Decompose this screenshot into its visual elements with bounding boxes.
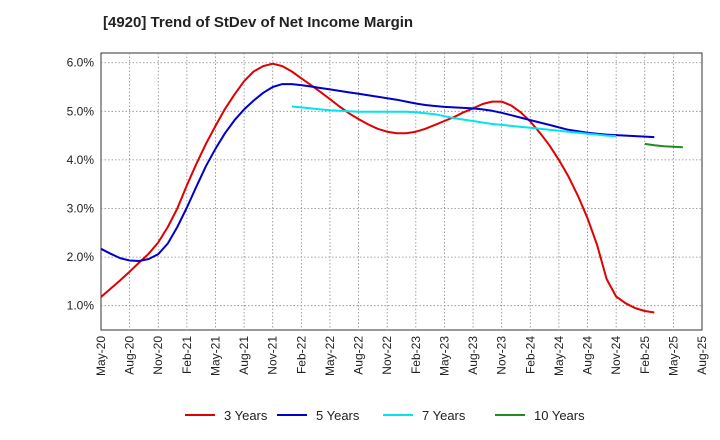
series-line-10-years: [644, 142, 683, 149]
x-tick-label: Feb-21: [180, 336, 194, 374]
x-tick-label: Nov-24: [609, 336, 623, 375]
x-tick-label: Aug-25: [695, 336, 709, 375]
x-tick-label: May-24: [552, 336, 566, 376]
x-tick-label: Aug-20: [123, 336, 137, 375]
series-layer: [100, 62, 683, 314]
x-tick-label: May-21: [208, 336, 222, 376]
x-axis-ticks: May-20 Aug-20 Nov-20 Feb-21 May-21 Aug-21 Nov-…: [94, 336, 709, 376]
x-tick-label: Aug-22: [352, 336, 366, 375]
legend-label-7-years: 7 Years: [422, 408, 466, 423]
x-tick-label: Aug-21: [237, 336, 251, 375]
x-tick-label: Aug-24: [581, 336, 595, 375]
series-line-5-years: [100, 83, 655, 262]
y-tick-label: 3.0%: [67, 202, 95, 216]
y-tick-label: 1.0%: [67, 299, 95, 313]
legend: 3 Years 5 Years 7 Years 10 Years: [185, 408, 585, 423]
x-tick-label: Nov-20: [151, 336, 165, 375]
series-line-7-years: [291, 105, 617, 138]
x-tick-label: Feb-25: [638, 336, 652, 374]
legend-label-3-years: 3 Years: [224, 408, 268, 423]
x-tick-label: May-25: [666, 336, 680, 376]
x-tick-label: Nov-23: [495, 336, 509, 375]
series-line-3-years: [100, 62, 655, 314]
y-tick-label: 2.0%: [67, 250, 95, 264]
y-tick-label: 4.0%: [67, 153, 95, 167]
chart-title: [4920] Trend of StDev of Net Income Marg…: [103, 14, 414, 31]
x-tick-label: May-20: [94, 336, 108, 376]
legend-label-10-years: 10 Years: [534, 408, 585, 423]
x-tick-label: Nov-21: [266, 336, 280, 375]
x-tick-label: Aug-23: [466, 336, 480, 375]
y-tick-label: 5.0%: [67, 104, 95, 118]
x-tick-label: Feb-22: [294, 336, 308, 374]
legend-label-5-years: 5 Years: [316, 408, 360, 423]
x-tick-label: Nov-22: [380, 336, 394, 375]
x-tick-label: Feb-24: [523, 336, 537, 374]
y-axis-ticks: 1.0% 2.0% 3.0% 4.0% 5.0% 6.0%: [67, 56, 95, 313]
x-tick-label: May-22: [323, 336, 337, 376]
y-tick-label: 6.0%: [67, 56, 95, 70]
plot-area: [100, 52, 703, 331]
x-tick-label: May-23: [437, 336, 451, 376]
x-tick-label: Feb-23: [409, 336, 423, 374]
